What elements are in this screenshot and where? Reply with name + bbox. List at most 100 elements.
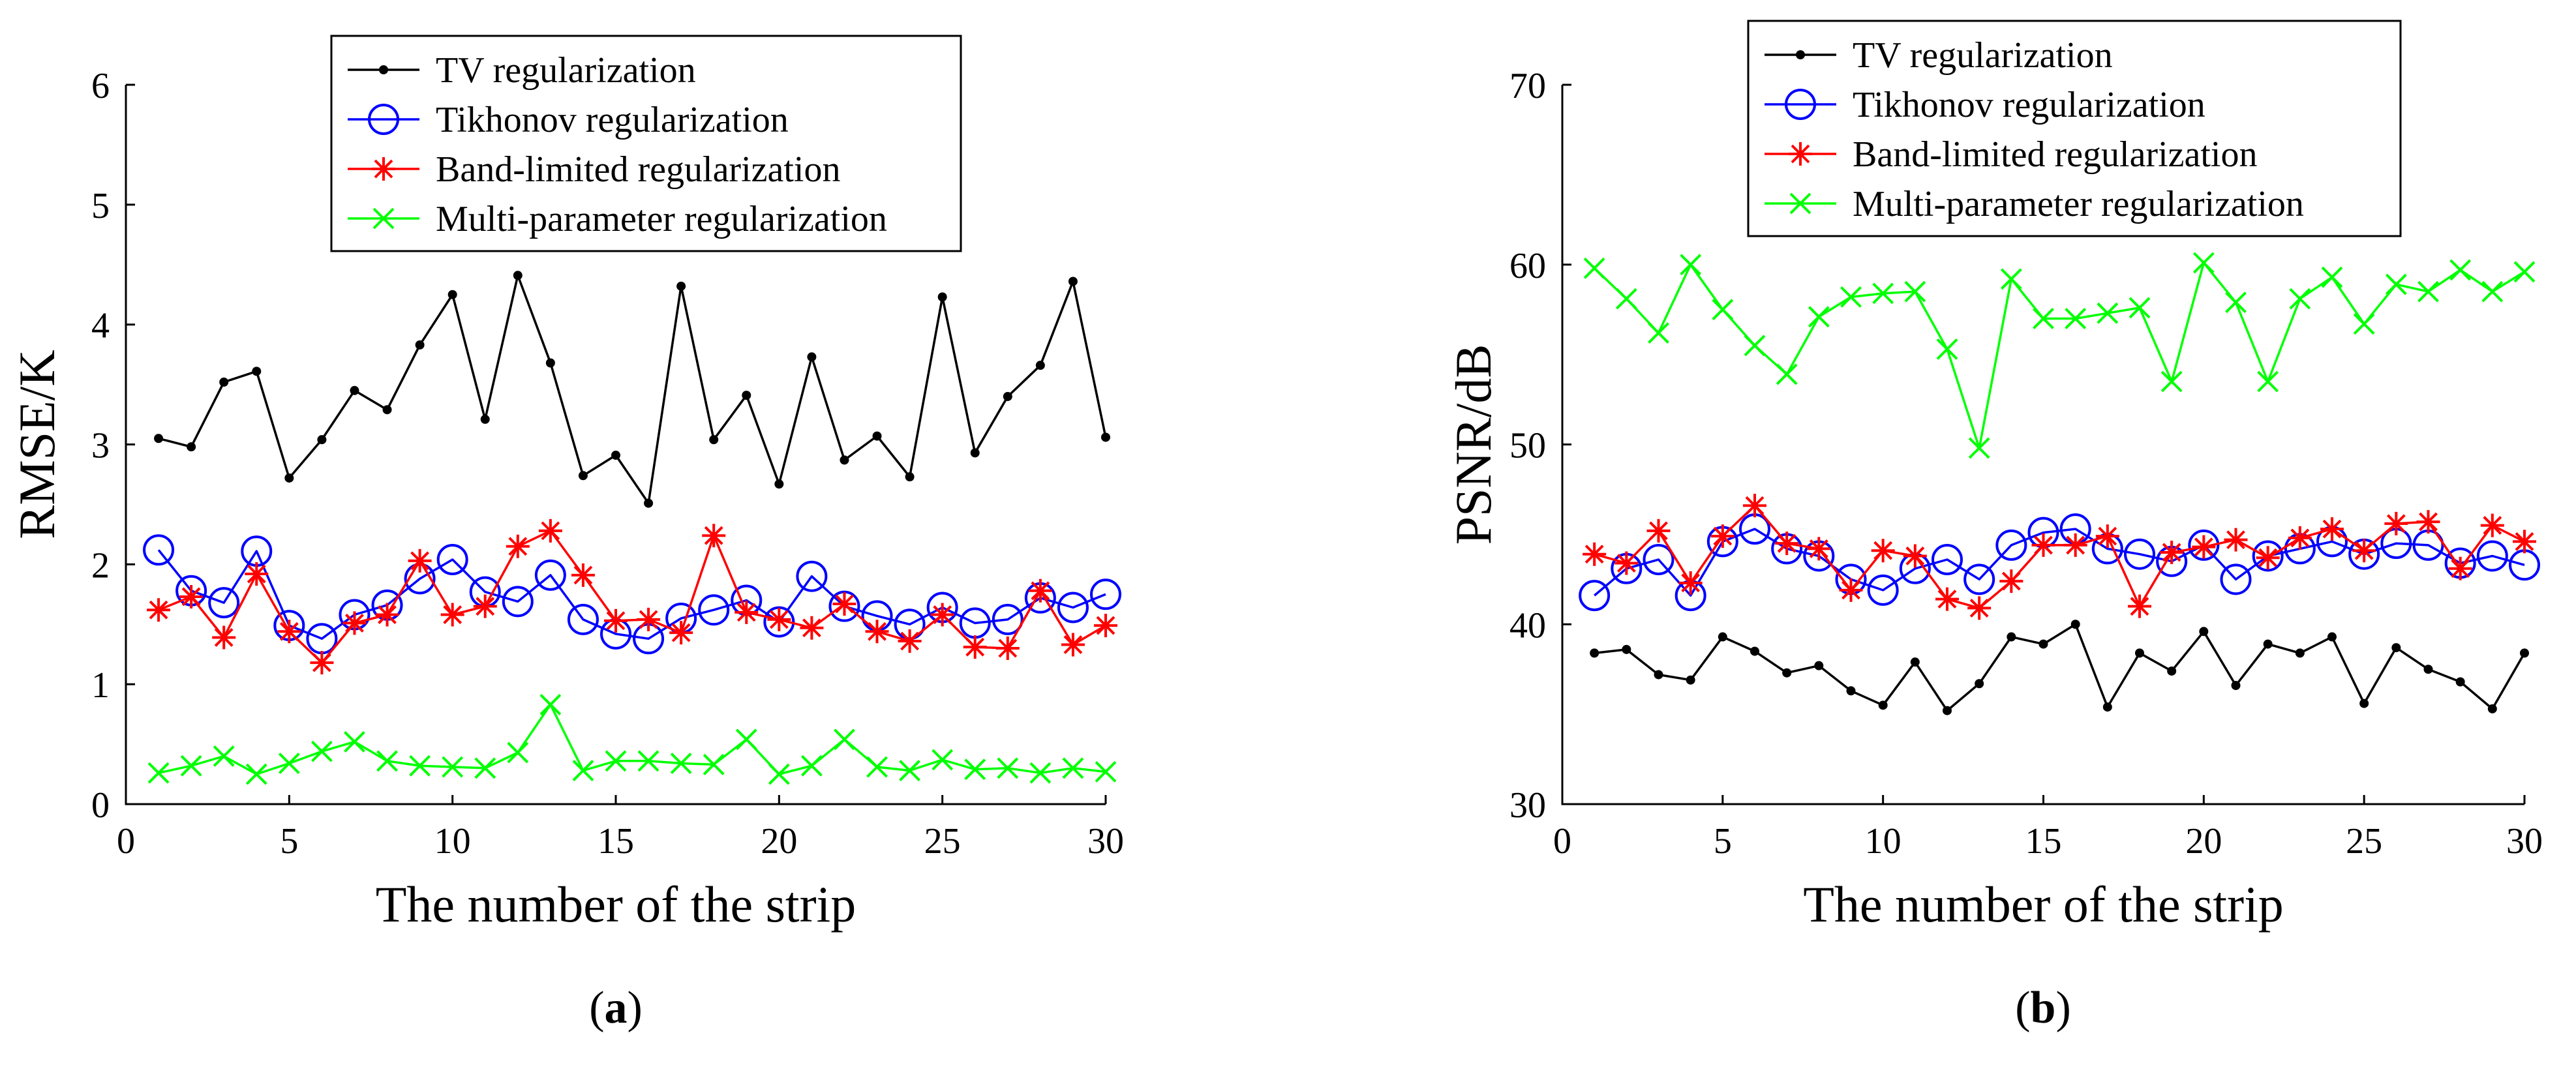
legend-label: Band-limited regularization: [1853, 134, 2257, 175]
data-point: [409, 755, 431, 777]
data-point: [800, 755, 823, 777]
data-point: [1028, 578, 1052, 603]
data-point: [2257, 370, 2279, 393]
data-point: [1814, 661, 1824, 670]
data-point: [1846, 686, 1856, 696]
data-point: [350, 385, 359, 395]
y-tick-label: 60: [1509, 246, 1546, 286]
data-point: [2188, 529, 2220, 561]
data-point: [2160, 540, 2184, 564]
x-axis-label: The number of the strip: [1803, 876, 2283, 933]
series-line: [157, 549, 1106, 640]
data-point: [866, 756, 888, 778]
data-point: [1101, 432, 1110, 442]
data-point: [2224, 528, 2248, 552]
data-point: [1932, 543, 1963, 575]
data-point: [1003, 391, 1012, 401]
data-point: [899, 760, 921, 781]
data-point: [637, 750, 659, 772]
legend-marker: [1785, 89, 1816, 120]
data-point: [669, 621, 693, 645]
data-point: [1712, 299, 1734, 321]
x-tick-label: 25: [924, 821, 961, 862]
series-line: [158, 703, 1106, 775]
data-point: [1680, 254, 1702, 276]
data-point: [375, 603, 399, 627]
data-point: [179, 584, 204, 608]
data-point: [344, 730, 365, 753]
data-point: [572, 760, 594, 781]
data-point: [1718, 632, 1727, 642]
x-tick-label: 25: [2346, 821, 2382, 862]
data-point: [2513, 261, 2536, 283]
data-point: [1643, 543, 1674, 575]
data-point: [2038, 639, 2048, 649]
data-point: [1579, 580, 1611, 612]
series-line: [158, 530, 1106, 664]
data-point: [1808, 306, 1830, 328]
data-point: [2385, 273, 2407, 295]
y-tick-label: 6: [91, 66, 110, 106]
data-point: [2129, 297, 2151, 319]
series-0: [154, 271, 1110, 508]
data-point: [2416, 510, 2440, 534]
data-point: [187, 442, 196, 452]
series-2: [1583, 494, 2536, 620]
data-point: [507, 742, 529, 764]
data-point: [796, 560, 828, 592]
data-point: [277, 620, 301, 644]
data-point: [2391, 643, 2401, 653]
series-line: [1594, 504, 2525, 610]
data-point: [2256, 546, 2280, 570]
x-tick-label: 15: [598, 821, 634, 862]
data-point: [2102, 702, 2112, 712]
data-point: [964, 758, 986, 781]
data-point: [1910, 657, 1920, 667]
data-point: [502, 586, 534, 618]
data-point: [415, 340, 425, 350]
data-point: [1963, 563, 1995, 595]
data-point: [147, 598, 171, 622]
data-point: [644, 498, 654, 508]
data-point: [538, 518, 562, 543]
y-axis-label: RMSE/K: [8, 350, 65, 539]
legend-label: TV regularization: [1853, 35, 2113, 76]
legend-marker: [379, 65, 388, 74]
data-point: [995, 637, 1020, 661]
data-point: [840, 455, 849, 465]
data-point: [2352, 539, 2376, 563]
data-point: [2476, 540, 2508, 572]
data-point: [2007, 632, 2016, 642]
data-point: [1710, 524, 1735, 548]
data-point: [992, 603, 1023, 635]
series-line: [1594, 528, 2525, 597]
data-point: [604, 608, 628, 633]
data-point: [2252, 540, 2284, 572]
data-point: [2070, 620, 2080, 629]
data-point: [1686, 675, 1695, 685]
data-point: [828, 590, 860, 622]
y-tick-label: 1: [91, 665, 110, 706]
data-point: [1622, 644, 1631, 654]
data-point: [2289, 288, 2311, 310]
data-point: [937, 292, 947, 302]
data-point: [872, 431, 882, 441]
series-1: [143, 534, 1121, 655]
data-point: [1648, 322, 1669, 344]
y-tick-label: 40: [1509, 605, 1546, 646]
data-point: [767, 607, 791, 631]
data-point: [997, 757, 1019, 779]
data-point: [763, 606, 795, 638]
x-axis-label: The number of the strip: [376, 876, 856, 933]
data-point: [442, 756, 464, 778]
data-point: [310, 651, 334, 675]
data-point: [832, 592, 856, 616]
data-point: [865, 620, 889, 644]
data-point: [1975, 679, 1984, 689]
y-tick-label: 70: [1509, 66, 1546, 106]
legend-marker: [372, 157, 395, 181]
data-point: [2353, 313, 2375, 335]
data-point: [735, 728, 757, 751]
data-point: [2000, 268, 2022, 290]
data-point: [513, 271, 523, 280]
